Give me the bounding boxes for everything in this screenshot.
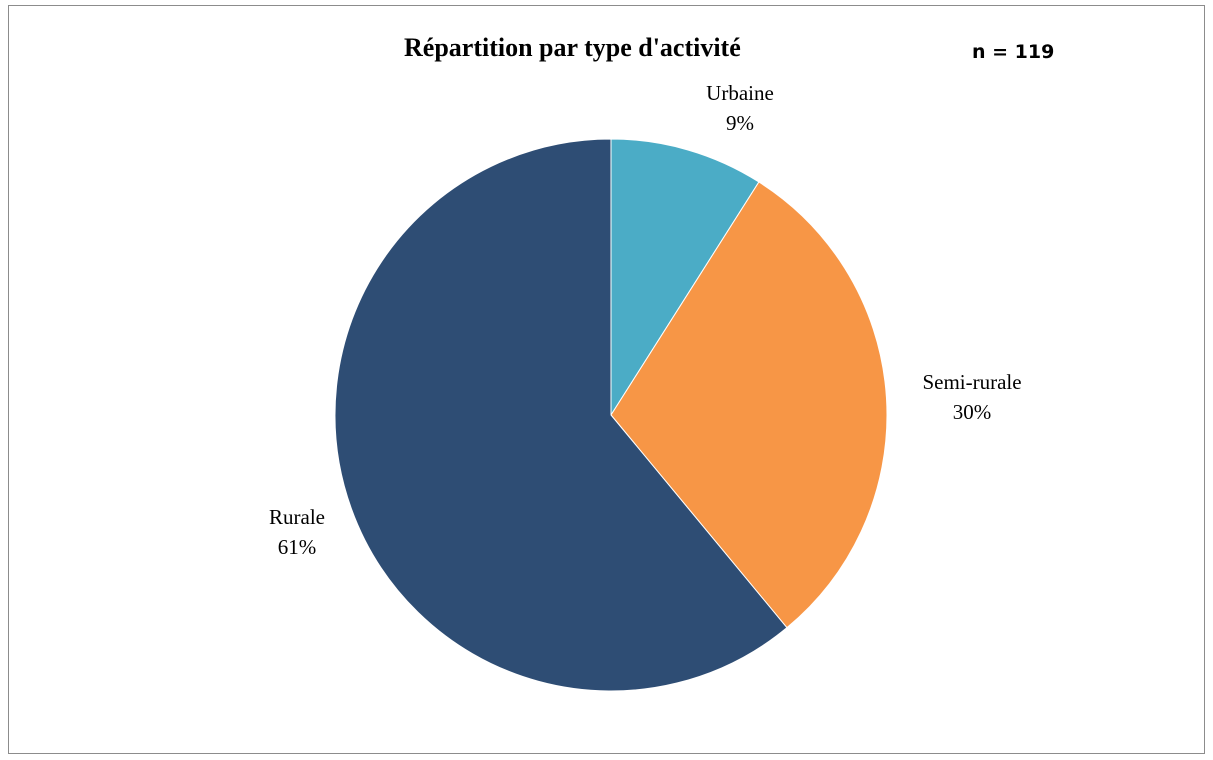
pie-labels: Urbaine 9% Semi-rurale 30% Rurale 61% (269, 81, 1022, 559)
slice-label-urbaine: Urbaine (706, 81, 774, 105)
pie-slice-semi-rurale (610, 181, 888, 629)
slice-value-rurale: 61% (278, 535, 317, 559)
slice-label-semi-rurale: Semi-rurale (922, 370, 1021, 394)
slice-label-rurale: Rurale (269, 505, 325, 529)
pie-slice-urbaine (610, 138, 760, 417)
sample-size-annotation: n = 119 (972, 41, 1055, 63)
chart-title: Répartition par type d'activité (404, 33, 741, 62)
pie-slice-rurale (334, 138, 788, 692)
pie-slices (334, 138, 888, 692)
slice-value-semi-rurale: 30% (953, 400, 992, 424)
slice-value-urbaine: 9% (726, 111, 754, 135)
